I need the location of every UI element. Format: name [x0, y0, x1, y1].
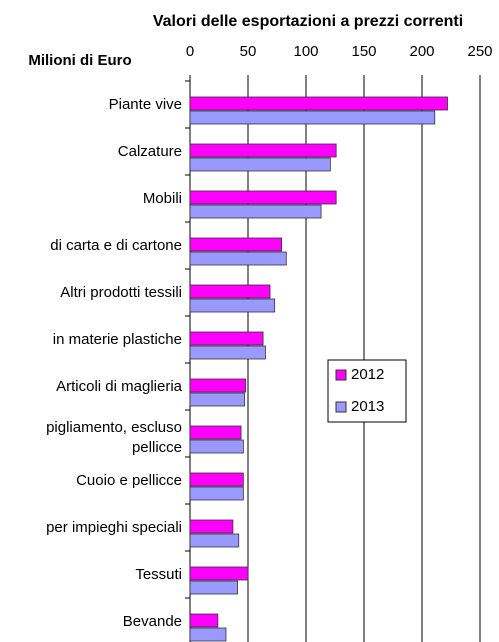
legend-label: 2013 [351, 398, 384, 415]
bar [189, 284, 271, 299]
bar [189, 439, 244, 454]
bar [189, 143, 337, 158]
bar [189, 204, 322, 219]
x-tick-label: 250 [467, 43, 492, 60]
bar [189, 566, 249, 581]
bar [189, 331, 264, 346]
x-tick-label: 200 [409, 43, 434, 60]
bar [189, 472, 244, 487]
bar [189, 425, 242, 440]
bar [189, 613, 219, 628]
bar [189, 96, 448, 111]
x-tick-label: 100 [293, 43, 318, 60]
x-tick-label: 0 [186, 43, 194, 60]
bar [189, 392, 245, 407]
y-tick-label: per impieghi speciali [46, 519, 182, 536]
bar [189, 580, 238, 595]
bar [189, 237, 283, 252]
axis-label: Milioni di Euro [28, 52, 131, 69]
bar [189, 519, 234, 534]
bar [189, 378, 247, 393]
y-tick-label: Tessuti [135, 566, 182, 583]
legend-swatch [335, 401, 347, 413]
y-tick-label: pigliamento, escluso pellicce [46, 419, 182, 456]
bar [189, 110, 436, 125]
y-tick-label: Articoli di maglieria [56, 378, 182, 395]
chart-title: Valori delle esportazioni a prezzi corre… [153, 13, 463, 30]
x-tick-label: 50 [240, 43, 257, 60]
bar [189, 190, 337, 205]
legend-label: 2012 [351, 366, 384, 383]
y-tick-label: di carta e di cartone [50, 237, 182, 254]
y-tick-label: Calzature [117, 143, 182, 160]
legend-swatch [335, 369, 347, 381]
y-tick-label: Bevande [122, 613, 182, 630]
y-tick-label: in materie plastiche [52, 331, 182, 348]
bar [189, 298, 276, 313]
bar [189, 251, 287, 266]
bar [189, 345, 266, 360]
bar [189, 157, 331, 172]
bar [189, 533, 240, 548]
bar [189, 486, 244, 501]
x-tick-label: 150 [351, 43, 376, 60]
bar [189, 627, 227, 642]
y-tick-label: Mobili [142, 190, 182, 207]
y-tick-label: Piante vive [108, 96, 182, 113]
y-tick-label: Cuoio e pellicce [76, 472, 182, 489]
y-tick-label: Altri prodotti tessili [60, 284, 182, 301]
